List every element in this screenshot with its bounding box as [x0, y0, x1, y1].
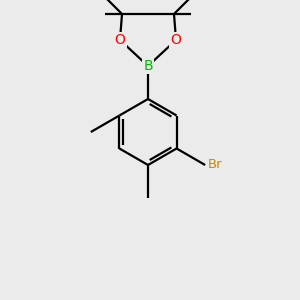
Text: B: B: [143, 59, 153, 73]
Text: O: O: [115, 33, 125, 47]
Text: O: O: [171, 33, 182, 47]
Text: Br: Br: [208, 158, 223, 172]
